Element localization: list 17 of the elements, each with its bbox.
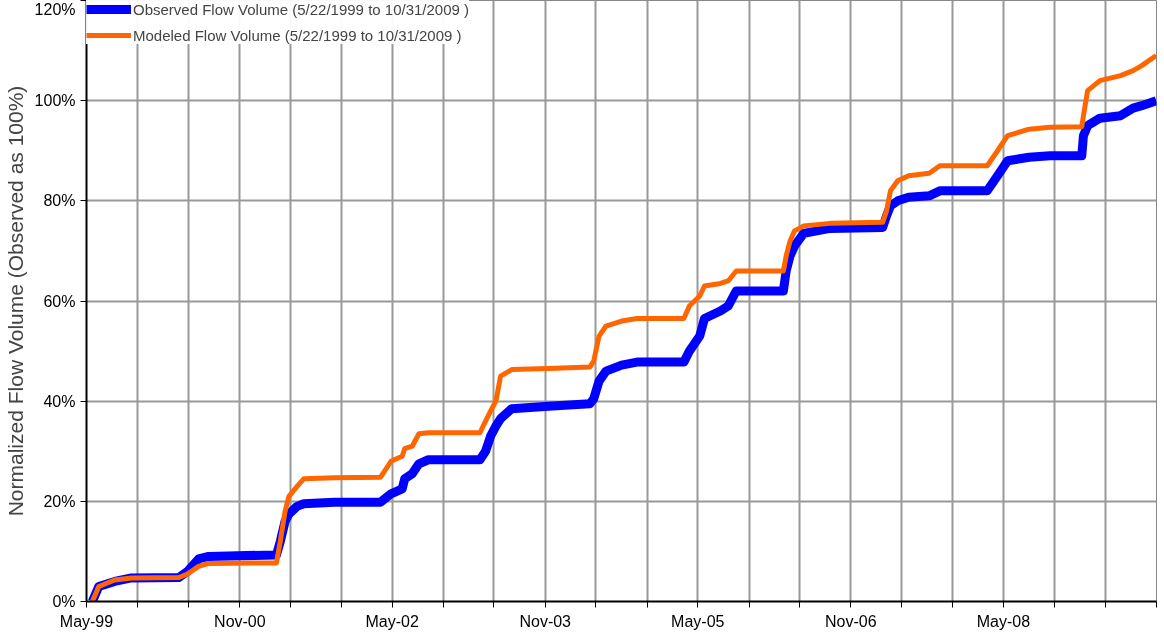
- y-tick-label: 0%: [52, 593, 76, 610]
- x-tick-label: May-02: [365, 612, 419, 630]
- y-tick-label: 120%: [34, 0, 76, 18]
- x-tick-label: May-05: [671, 612, 725, 630]
- x-tick-label: May-08: [976, 612, 1031, 630]
- x-tick-label: Nov-03: [519, 612, 572, 630]
- legend-label: Modeled Flow Volume (5/22/1999 to 10/31/2009 ): [133, 26, 462, 44]
- y-tick-label: 100%: [34, 92, 76, 110]
- y-axis-title: Normalized Flow Volume (Observed as 100%): [3, 85, 27, 517]
- y-tick-label: 60%: [43, 292, 76, 310]
- y-tick-label: 20%: [43, 492, 76, 510]
- x-tick-label: May-99: [59, 612, 114, 630]
- x-tick-label: Nov-00: [214, 612, 266, 630]
- y-tick-label: 40%: [43, 392, 76, 410]
- legend-label: Observed Flow Volume (5/22/1999 to 10/31/2009 ): [133, 0, 470, 18]
- x-tick-label: Nov-06: [825, 612, 877, 630]
- y-tick-label: 80%: [43, 192, 76, 210]
